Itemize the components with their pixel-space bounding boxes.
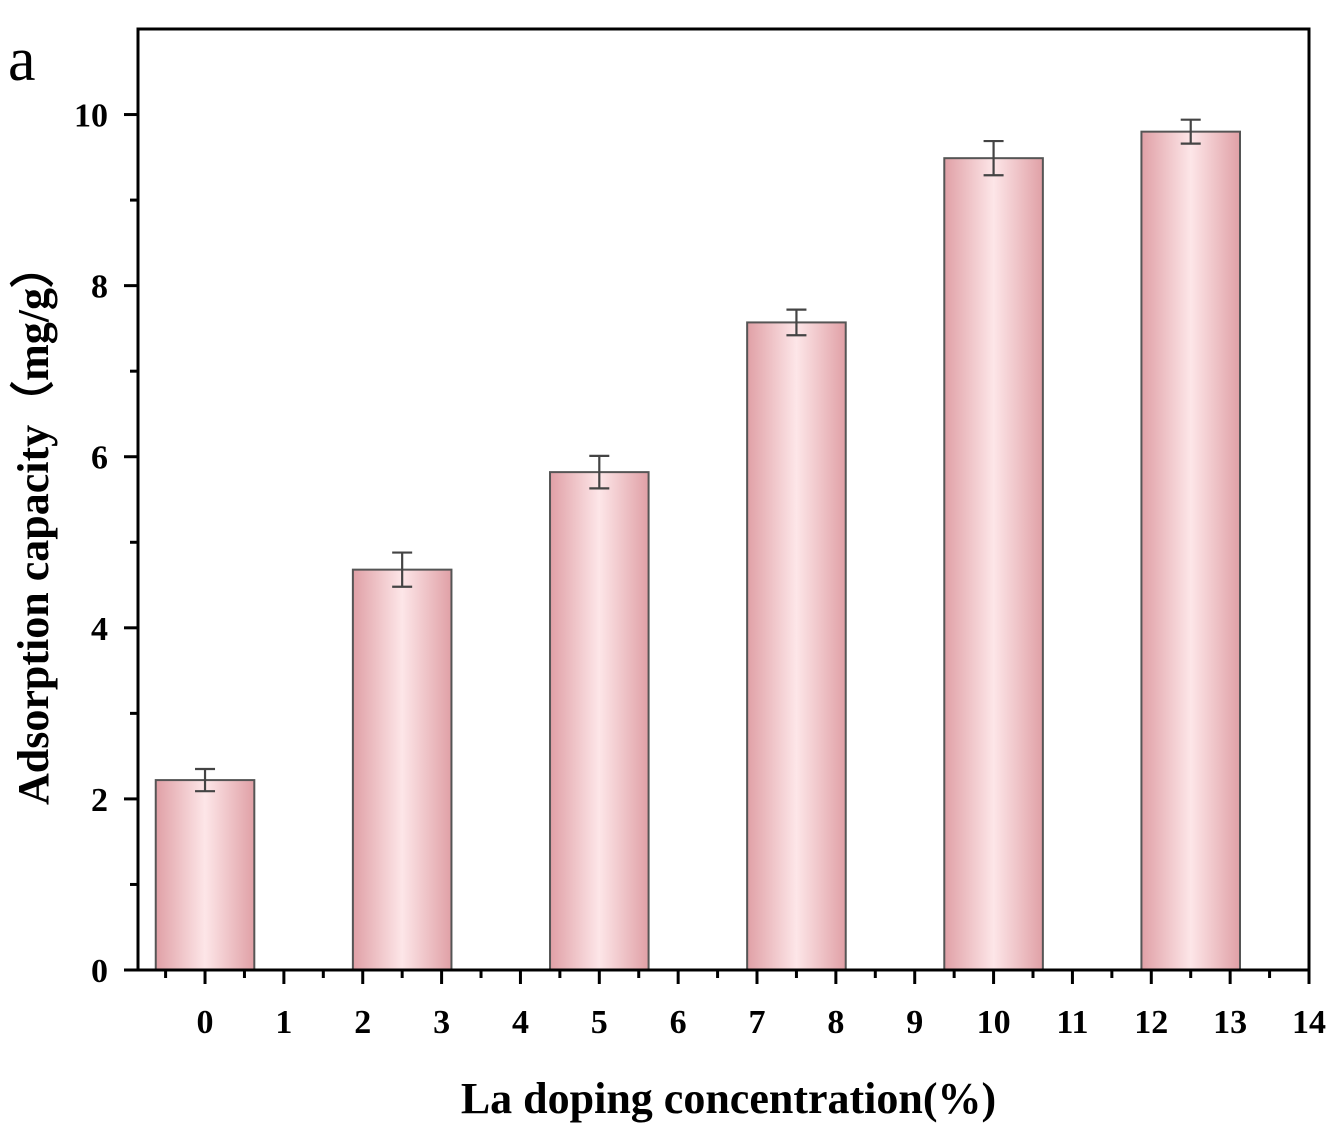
bar xyxy=(154,779,256,972)
x-axis-ticks: 0 1 2 3 4 5 6 7 8 9 10 11 12 13 14 xyxy=(164,970,1326,1041)
x-tick-label: 1 xyxy=(275,1004,292,1041)
x-tick-label: 5 xyxy=(591,1004,608,1041)
bar xyxy=(1140,130,1242,971)
bars-group xyxy=(154,130,1242,972)
y-tick-label: 8 xyxy=(91,269,108,306)
y-tick-label: 6 xyxy=(91,440,108,477)
x-tick-label: 4 xyxy=(512,1004,529,1041)
x-tick-label: 2 xyxy=(354,1004,371,1041)
x-tick-label: 3 xyxy=(433,1004,450,1041)
x-tick-label: 6 xyxy=(670,1004,687,1041)
x-tick-label: 9 xyxy=(906,1004,923,1041)
y-tick-label: 2 xyxy=(91,782,108,819)
bar xyxy=(351,568,453,971)
x-tick-label: 13 xyxy=(1213,1004,1247,1041)
bar xyxy=(746,321,847,971)
x-tick-label: 7 xyxy=(749,1004,766,1041)
y-axis-ticks: 0 2 4 6 8 10 xyxy=(74,98,138,990)
error-bars-group xyxy=(195,118,1201,793)
x-tick-label: 10 xyxy=(977,1004,1011,1041)
y-tick-label: 4 xyxy=(91,611,108,648)
x-tick-label: 8 xyxy=(827,1004,844,1041)
bar xyxy=(549,471,650,971)
x-tick-label: 0 xyxy=(197,1004,214,1041)
bar xyxy=(943,157,1044,971)
x-tick-label: 14 xyxy=(1292,1004,1326,1041)
y-tick-label: 0 xyxy=(91,953,108,990)
x-axis-title: La doping concentration(%) xyxy=(461,1074,996,1123)
x-tick-label: 12 xyxy=(1134,1004,1168,1041)
panel-label: a xyxy=(8,26,36,94)
plot-frame xyxy=(136,27,1311,972)
x-tick-label: 11 xyxy=(1056,1004,1088,1041)
y-axis-title: Adsorption capacity（mg/g） xyxy=(9,244,58,805)
y-tick-label: 10 xyxy=(74,98,108,135)
